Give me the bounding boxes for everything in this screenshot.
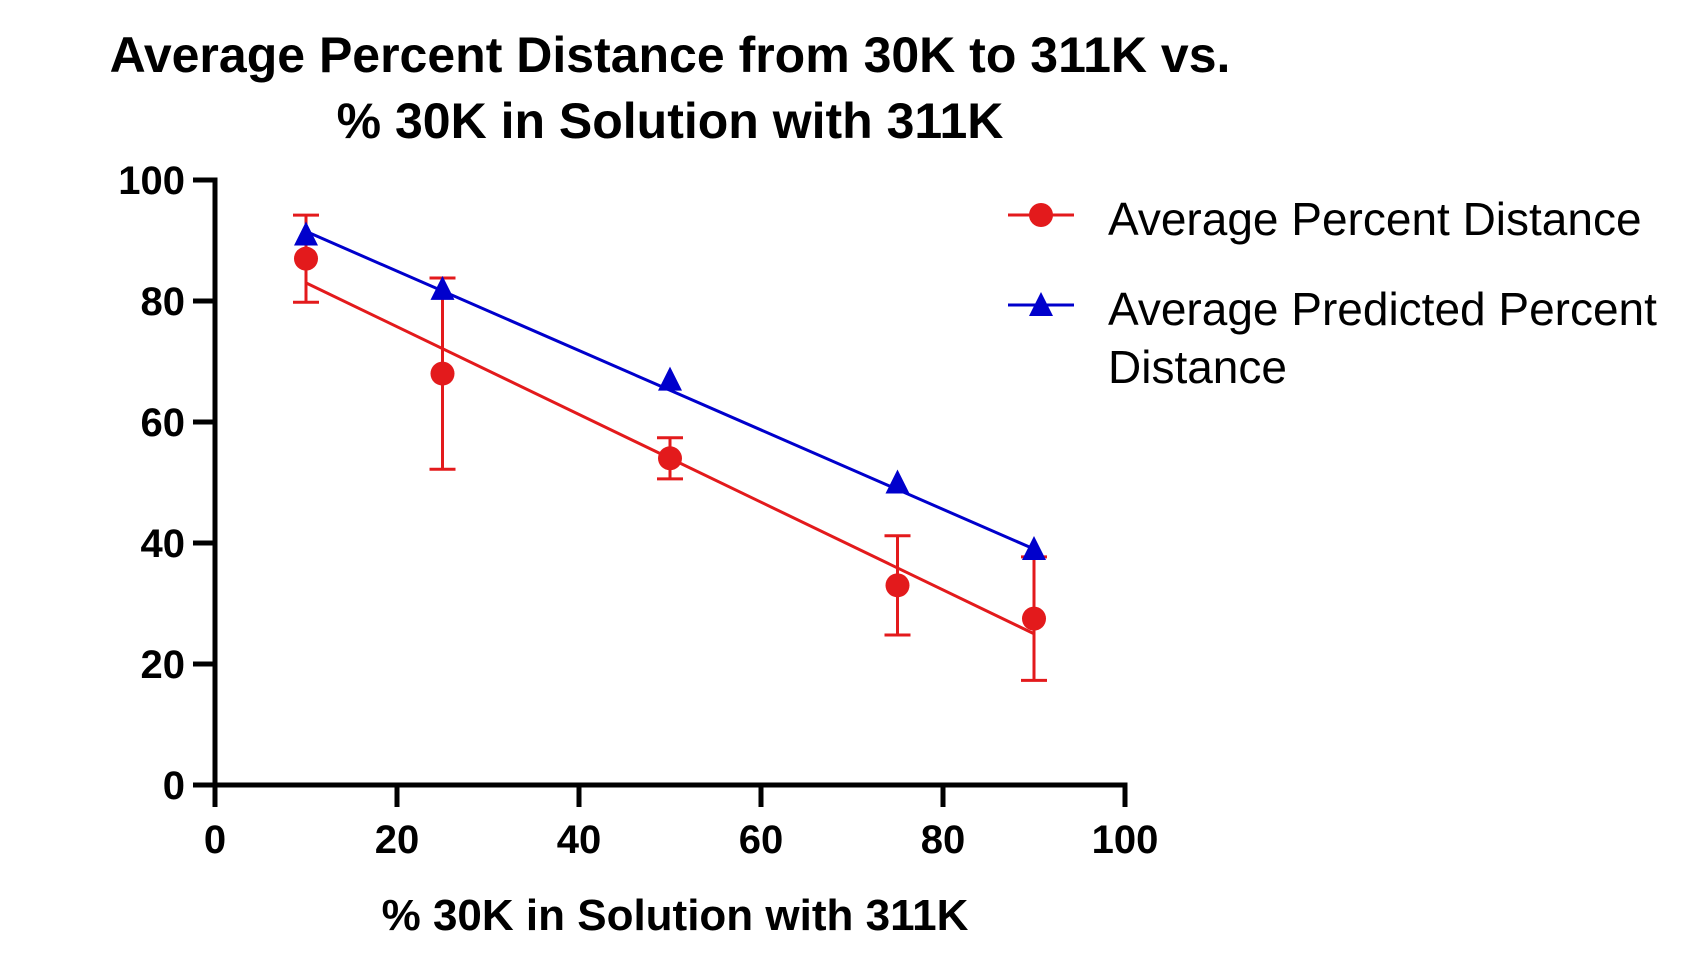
data-point-triangle <box>430 275 455 300</box>
series-predicted <box>294 221 1046 561</box>
data-point-circle <box>1022 606 1046 631</box>
chart-title: Average Percent Distance from 30K to 311… <box>0 22 1340 154</box>
data-point-circle <box>294 246 318 271</box>
y-tick-label: 20 <box>141 643 186 687</box>
data-point-triangle <box>885 469 910 494</box>
legend-label-observed: Average Percent Distance <box>1108 193 1642 245</box>
y-tick-label: 60 <box>141 401 186 445</box>
data-point-triangle <box>658 366 682 391</box>
legend-item-predicted: Average Predicted Percent Distance <box>1000 280 1690 396</box>
data-point-circle <box>885 573 910 598</box>
chart-title-line-1: Average Percent Distance from 30K to 311… <box>109 27 1231 83</box>
x-axis-label: % 30K in Solution with 311K <box>382 891 969 940</box>
data-point-triangle <box>294 221 318 246</box>
legend-label-predicted: Average Predicted Percent Distance <box>1108 283 1657 393</box>
axes: 0 20 40 60 80 100 0 20 40 60 80 100 <box>118 159 1158 862</box>
y-tick-label: 0 <box>163 764 185 808</box>
legend-swatch-circle <box>1008 203 1074 227</box>
x-tick-label: 80 <box>921 818 966 862</box>
legend: Average Percent Distance Average Predict… <box>1000 190 1690 428</box>
x-tick-label: 20 <box>375 818 420 862</box>
series-observed <box>293 213 1047 682</box>
series-layer <box>293 213 1047 682</box>
data-point-triangle <box>1022 536 1046 561</box>
y-tick-label: 80 <box>141 280 186 324</box>
legend-swatch-triangle <box>1008 292 1074 316</box>
x-tick-label: 40 <box>557 818 602 862</box>
data-point-circle <box>430 361 455 386</box>
y-tick-label: 40 <box>141 522 186 566</box>
legend-item-observed: Average Percent Distance <box>1000 190 1690 248</box>
x-tick-label: 0 <box>204 818 226 862</box>
data-point-circle <box>658 446 682 471</box>
x-tick-label: 100 <box>1092 818 1159 862</box>
y-tick-label: 100 <box>118 159 185 203</box>
x-tick-label: 60 <box>739 818 784 862</box>
chart-title-line-2: % 30K in Solution with 311K <box>336 93 1004 149</box>
